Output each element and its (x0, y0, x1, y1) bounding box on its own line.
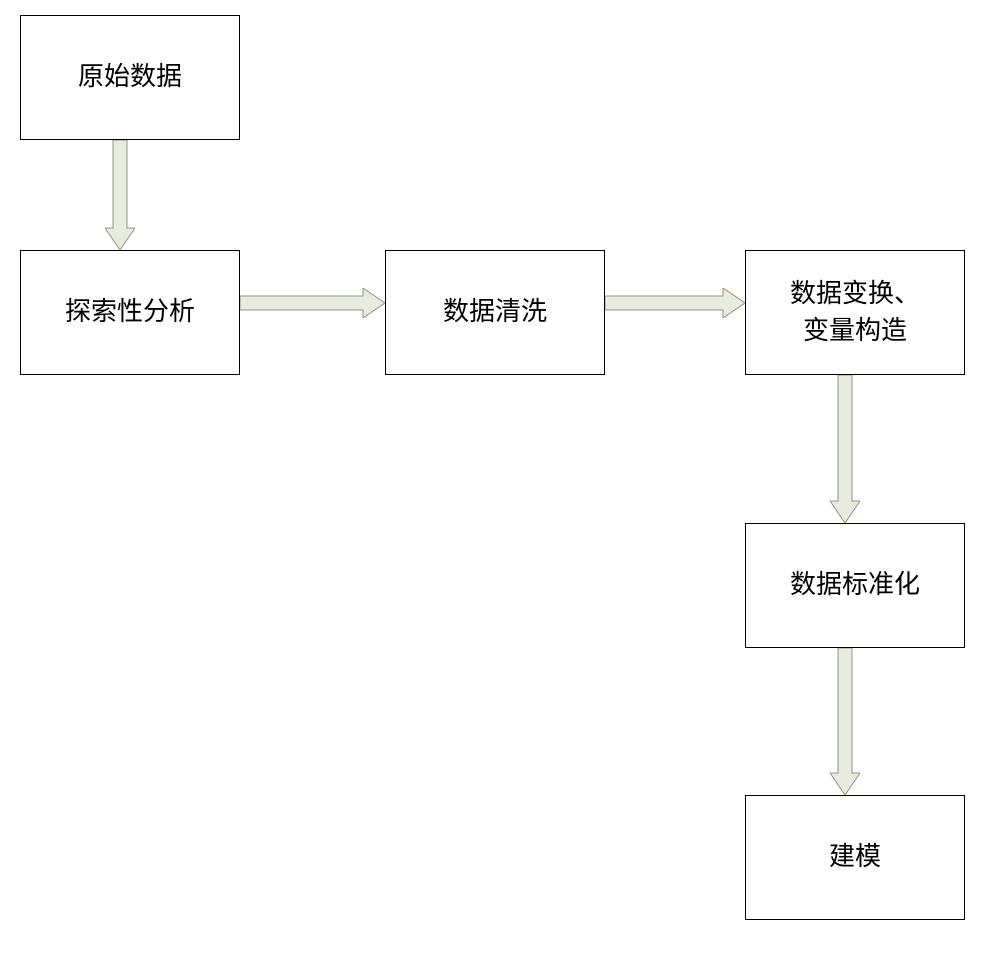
arrow-explore-to-clean (240, 288, 385, 318)
arrow-raw-to-explore (105, 140, 135, 250)
node-label-transform: 数据变换、 变量构造 (790, 276, 920, 349)
arrow-transform-to-normalize (830, 375, 860, 523)
node-label-explore: 探索性分析 (65, 294, 195, 330)
node-raw: 原始数据 (20, 15, 240, 140)
node-label-normalize: 数据标准化 (790, 567, 920, 603)
node-clean: 数据清洗 (385, 250, 605, 375)
node-label-model: 建模 (829, 839, 881, 875)
node-model: 建模 (745, 795, 965, 920)
node-normalize: 数据标准化 (745, 523, 965, 648)
node-label-clean: 数据清洗 (443, 294, 547, 330)
node-explore: 探索性分析 (20, 250, 240, 375)
arrow-normalize-to-model (830, 648, 860, 795)
arrow-clean-to-transform (605, 288, 745, 318)
node-transform: 数据变换、 变量构造 (745, 250, 965, 375)
node-label-raw: 原始数据 (78, 59, 182, 95)
